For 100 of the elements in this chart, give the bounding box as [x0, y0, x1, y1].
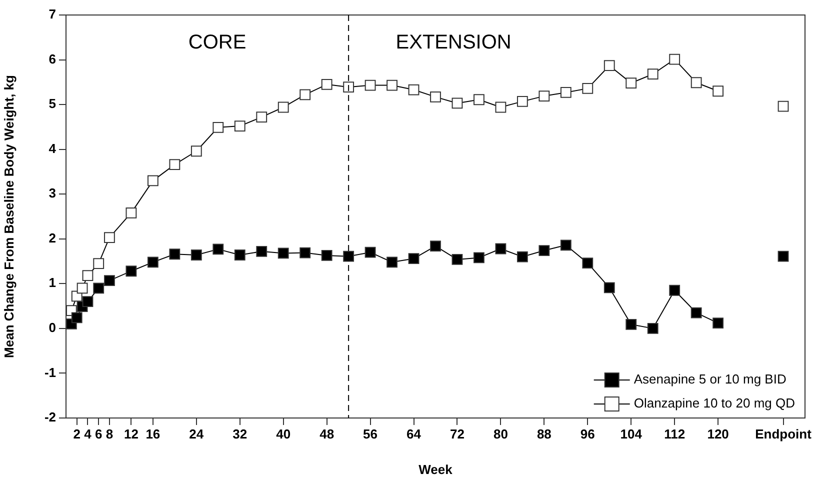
point: [712, 86, 724, 97]
point: [364, 80, 376, 91]
y-tick-label: 0: [48, 320, 56, 336]
x-tick-label: 12: [124, 426, 138, 442]
point: [278, 248, 289, 259]
point: [408, 84, 420, 96]
point: [364, 246, 376, 258]
point: [343, 82, 354, 93]
point: [93, 258, 104, 269]
point: [626, 78, 637, 89]
y-tick-label: -2: [44, 410, 56, 425]
point: [212, 244, 224, 255]
x-tick-label: 120: [707, 426, 729, 442]
y-axis-title: Mean Change From Baseline Body Weight, kg: [1, 74, 16, 358]
point: [278, 102, 289, 113]
point: [408, 253, 420, 264]
y-tick-label: -1: [44, 364, 56, 380]
point: [234, 120, 246, 132]
point: [712, 318, 724, 329]
x-tick-label: 16: [146, 426, 160, 442]
x-tick-label: 6: [94, 426, 102, 442]
point: [538, 90, 550, 102]
point: [430, 91, 441, 102]
x-tick-label: 104: [620, 426, 643, 442]
point: [343, 250, 354, 262]
y-tick-label: 2: [48, 230, 56, 246]
point: [71, 312, 82, 324]
point: [538, 245, 550, 256]
point: [190, 250, 202, 260]
point: [147, 175, 158, 186]
point: [452, 98, 463, 109]
legend-label: Asenapine 5 or 10 mg BID: [634, 372, 786, 387]
y-tick-label: 6: [48, 51, 56, 66]
annotation: CORE: [188, 32, 246, 54]
point: [495, 243, 506, 254]
x-tick-label: 80: [493, 426, 508, 442]
x-tick-label: 40: [276, 426, 291, 442]
x-tick-label: 4: [84, 426, 92, 442]
point: [256, 112, 268, 123]
x-tick-label: 24: [189, 426, 204, 442]
legend-label: Olanzapine 10 to 20 mg QD: [634, 396, 796, 411]
point: [234, 250, 246, 260]
point: [430, 240, 441, 252]
x-tick-label: Endpoint: [755, 426, 812, 442]
point: [82, 296, 94, 308]
x-tick-label: 112: [664, 426, 686, 442]
point: [495, 102, 506, 113]
x-tick-label: 72: [450, 426, 464, 442]
point: [321, 78, 332, 90]
point: [386, 256, 398, 268]
x-tick-label: 64: [406, 426, 422, 442]
point: [126, 266, 137, 277]
point: [669, 54, 680, 65]
y-tick-label: 7: [48, 6, 56, 22]
y-tick-label: 3: [48, 186, 56, 201]
point: [190, 146, 202, 157]
annotation: EXTENSION: [396, 32, 512, 54]
point: [560, 240, 572, 251]
point: [647, 68, 658, 80]
point: [104, 232, 115, 243]
x-tick-label: 48: [320, 426, 334, 442]
point: [474, 252, 484, 264]
point: [516, 251, 528, 262]
point: [212, 122, 224, 133]
y-tick-label: 1: [48, 275, 56, 290]
point: [300, 89, 311, 100]
point: [626, 318, 637, 330]
point: [647, 322, 658, 334]
point: [93, 282, 104, 294]
x-tick-label: 56: [363, 426, 378, 442]
point: [147, 256, 158, 268]
point: [169, 248, 180, 260]
x-tick-label: 32: [232, 426, 248, 442]
point: [582, 258, 594, 269]
point: [778, 250, 789, 262]
point: [516, 96, 528, 107]
x-axis-title: Week: [418, 462, 454, 477]
x-tick-label: 8: [106, 426, 114, 442]
x-tick-label: 96: [580, 426, 595, 442]
point: [560, 87, 572, 98]
point: [582, 82, 594, 94]
point: [690, 307, 702, 318]
point: [104, 275, 115, 286]
y-tick-label: 5: [48, 96, 56, 112]
point: [669, 284, 680, 296]
point: [82, 270, 94, 282]
point: [690, 77, 702, 88]
point: [76, 282, 88, 294]
point: [452, 254, 463, 265]
x-tick-label: 88: [536, 426, 552, 442]
point: [604, 60, 615, 72]
point: [300, 247, 311, 258]
point: [256, 246, 268, 257]
point: [169, 159, 180, 170]
y-tick-label: 4: [48, 140, 57, 156]
point: [604, 282, 615, 294]
point: [474, 94, 484, 106]
point: [126, 207, 137, 218]
point: [778, 100, 789, 112]
x-tick-label: 2: [73, 426, 80, 442]
